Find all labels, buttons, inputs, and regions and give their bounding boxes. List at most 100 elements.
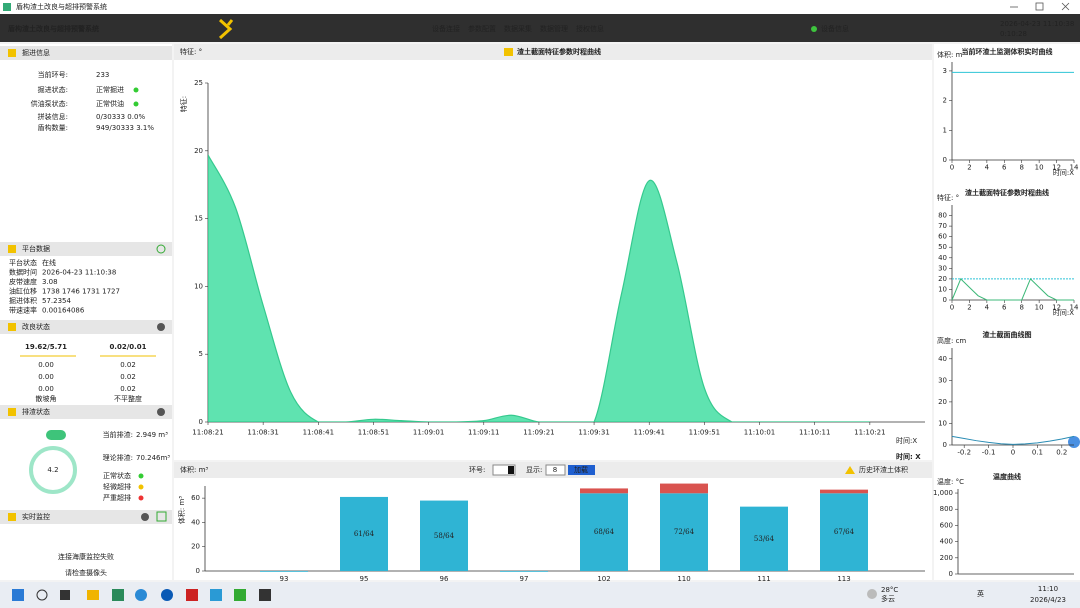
improvement-header: 0.02/0.01 xyxy=(109,343,146,351)
x-tick-label: 11:09:41 xyxy=(634,429,665,437)
terminal[interactable] xyxy=(259,589,271,601)
title-icon xyxy=(504,48,513,56)
app[interactable] xyxy=(234,589,246,601)
x-tick-label: 6 xyxy=(1002,164,1007,172)
y-axis-label: 高度: cm xyxy=(937,336,966,345)
ring-input[interactable] xyxy=(492,464,516,476)
nav-item[interactable]: 设备连接 xyxy=(432,24,460,33)
field-label: 油缸位移 xyxy=(9,287,37,296)
x-tick-label: 0 xyxy=(950,304,954,312)
edge[interactable] xyxy=(135,589,147,601)
section-title: 实时监控 xyxy=(22,512,50,521)
app[interactable] xyxy=(210,589,222,601)
status-dot xyxy=(811,26,817,32)
x-tick-label: 8 xyxy=(1019,164,1023,172)
y-tick-label: 20 xyxy=(194,147,203,155)
field-value: 57.2354 xyxy=(42,297,71,305)
task-view[interactable] xyxy=(60,590,70,600)
x-tick-label: 11:09:21 xyxy=(523,429,554,437)
y-tick-label: 80 xyxy=(938,212,947,220)
data-label: 68/64 xyxy=(594,528,615,536)
legend-dot xyxy=(138,495,144,501)
bar xyxy=(740,506,788,571)
hp[interactable] xyxy=(161,589,173,601)
field-value: 70.246m³ xyxy=(136,454,170,462)
y-tick-label: 60 xyxy=(191,494,200,502)
y-tick-label: 0 xyxy=(199,418,203,426)
settings-button[interactable] xyxy=(157,408,165,416)
show-input[interactable] xyxy=(545,464,566,476)
side-toggle[interactable] xyxy=(1068,436,1080,448)
app[interactable] xyxy=(112,589,124,601)
window-title-bar xyxy=(0,0,1080,14)
x-tick-label: 11:10:21 xyxy=(854,429,885,437)
load-button[interactable] xyxy=(568,465,595,475)
monitor-message: 连接海康监控失败 xyxy=(58,552,114,561)
bar xyxy=(340,496,388,571)
chart-title: 温度曲线 xyxy=(993,472,1021,481)
app-icon xyxy=(3,3,11,11)
main-chart-header xyxy=(174,44,932,60)
explorer[interactable] xyxy=(87,590,99,600)
legend-label: 严重超排 xyxy=(103,493,131,502)
weather-icon xyxy=(867,589,877,599)
chart-title: 体积: m³ xyxy=(180,465,208,474)
y-tick-label: 0 xyxy=(943,296,947,304)
bar xyxy=(580,493,628,571)
x-tick-label: 110 xyxy=(677,575,690,583)
field-label: 盾构数量: xyxy=(38,123,68,132)
search[interactable] xyxy=(36,589,48,601)
input-label: 环号: xyxy=(469,466,485,474)
window-buttons[interactable] xyxy=(1010,2,1070,11)
x-tick-label: 10 xyxy=(1035,164,1044,172)
x-tick-label: 95 xyxy=(360,575,369,583)
y-tick-label: 0 xyxy=(943,441,947,449)
y-tick-label: 20 xyxy=(938,275,947,283)
open-button[interactable] xyxy=(156,511,167,522)
nav-item[interactable]: 参数配置 xyxy=(468,24,496,33)
settings-button[interactable] xyxy=(141,513,149,521)
maximize[interactable] xyxy=(1035,2,1044,11)
main-chart-panel xyxy=(174,44,932,460)
y-tick-label: 20 xyxy=(938,398,947,406)
volume-chart-panel xyxy=(174,462,932,580)
nav-item[interactable]: 授权信息 xyxy=(576,24,604,33)
legend-icon xyxy=(845,466,855,474)
y-tick-label: 30 xyxy=(938,376,947,384)
datetime: 2026-04-23 11:10:38 xyxy=(1000,20,1074,28)
x-axis-label: 时间:X xyxy=(896,436,917,445)
button-label[interactable]: 加载 xyxy=(574,465,588,474)
section-title: 排渣状态 xyxy=(22,407,50,416)
bar-excess xyxy=(820,489,868,494)
x-tick-label: 111 xyxy=(757,575,770,583)
legend-label: 正常状态 xyxy=(103,471,131,480)
settings-button[interactable] xyxy=(157,323,165,331)
refresh-button[interactable] xyxy=(156,244,166,254)
weather-temp: 28°C xyxy=(881,586,898,594)
weather: 多云 xyxy=(881,594,895,603)
x-tick-label: 96 xyxy=(440,575,449,583)
close[interactable] xyxy=(1061,2,1070,11)
x-tick-label: -0.1 xyxy=(982,449,996,457)
nav-item[interactable]: 数据管理 xyxy=(540,24,568,33)
start-button[interactable] xyxy=(12,589,24,601)
x-tick-label: 11:08:21 xyxy=(192,429,223,437)
area xyxy=(208,154,870,422)
taskbar xyxy=(0,582,1080,608)
legend-label: 历史环渣土体积 xyxy=(859,465,908,474)
y-tick-label: 600 xyxy=(940,521,953,529)
section-headers xyxy=(0,46,172,524)
y-tick-label: 50 xyxy=(938,243,947,251)
input-label: 显示: xyxy=(526,466,542,474)
x-tick-label: 14 xyxy=(1070,164,1079,172)
y-tick-label: 40 xyxy=(191,518,200,526)
y-tick-label: 2 xyxy=(943,97,947,105)
improvement-header: 19.62/5.71 xyxy=(25,343,67,351)
field-value: 正常掘进 xyxy=(96,85,124,94)
field-value: 1738 1746 1731 1727 xyxy=(42,288,120,296)
section-title: 掘进信息 xyxy=(22,48,50,57)
wps[interactable] xyxy=(186,589,198,601)
y-axis-label: 特征: xyxy=(179,96,188,112)
field-label: 掘进体积 xyxy=(9,296,37,305)
nav-item[interactable]: 数据采集 xyxy=(504,24,532,33)
